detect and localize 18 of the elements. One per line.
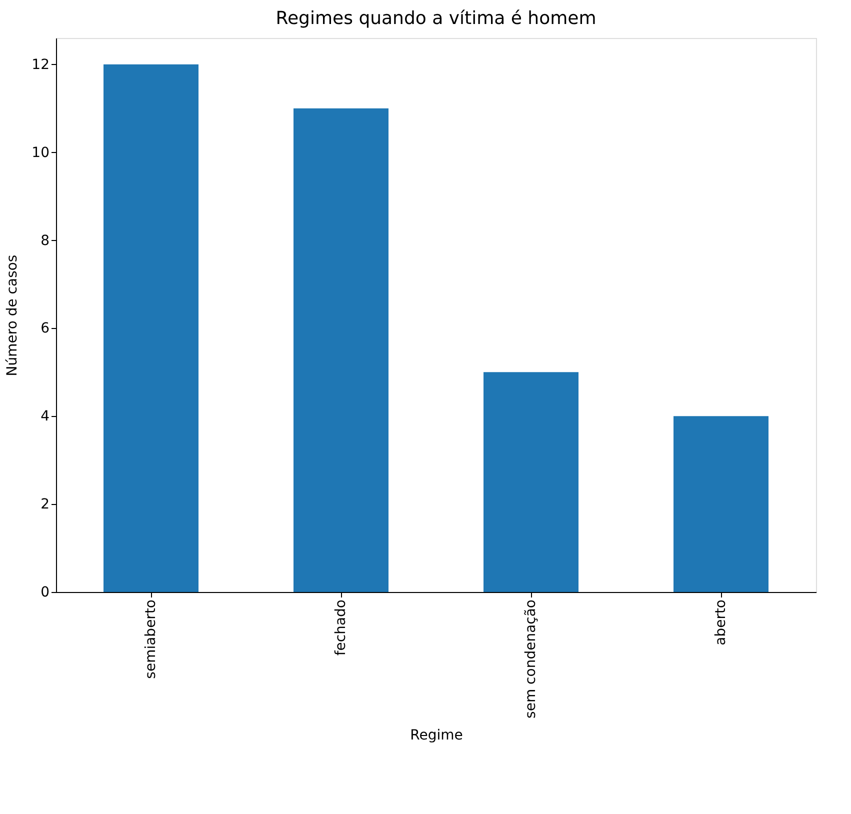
x-tick-label: sem condenação [523,600,539,718]
bar [484,372,578,592]
x-tick-label: semiaberto [143,600,159,679]
x-axis-title: Regime [410,727,463,744]
y-tick-label: 4 [40,408,50,425]
chart-title: Regimes quando a vítima é homem [276,8,596,29]
x-tick-label: aberto [713,600,729,646]
bar [674,416,768,592]
bar [294,108,388,592]
x-tick-label: fechado [333,600,349,656]
y-tick-label: 6 [40,320,50,337]
bar [104,64,198,592]
y-tick-label: 0 [40,584,50,600]
y-tick-label: 8 [40,232,50,249]
y-tick-label: 12 [32,56,50,73]
y-axis-title: Número de casos [4,254,21,376]
y-tick-label: 2 [40,496,50,513]
y-tick-label: 10 [32,144,50,161]
